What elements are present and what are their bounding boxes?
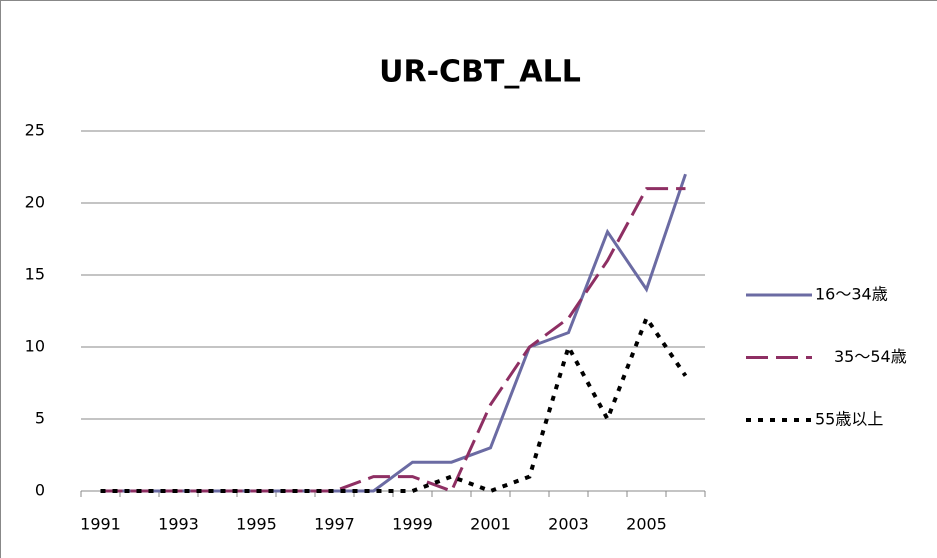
x-tick-label: 2003 [548, 515, 589, 534]
x-tick-label: 1993 [158, 515, 199, 534]
legend-label: 55歳以上 [815, 410, 883, 429]
x-tick-label: 1997 [314, 515, 355, 534]
x-tick-label: 2001 [470, 515, 511, 534]
y-tick-label: 10 [25, 337, 45, 356]
y-tick-label: 15 [25, 265, 45, 284]
legend-label: 16～34歳 [815, 285, 888, 304]
x-tick-label: 1999 [392, 515, 433, 534]
y-tick-label: 0 [35, 481, 45, 500]
line-series [100, 313, 688, 494]
x-tick-label: 2005 [626, 515, 667, 534]
y-tick-label: 25 [25, 121, 45, 140]
y-tick-label: 20 [25, 193, 45, 212]
chart-title: UR-CBT_ALL [379, 55, 581, 90]
x-tick-label: 1991 [80, 515, 121, 534]
y-tick-label: 5 [35, 409, 45, 428]
legend-label: 35～54歳 [834, 347, 907, 366]
x-tick-label: 1995 [236, 515, 277, 534]
